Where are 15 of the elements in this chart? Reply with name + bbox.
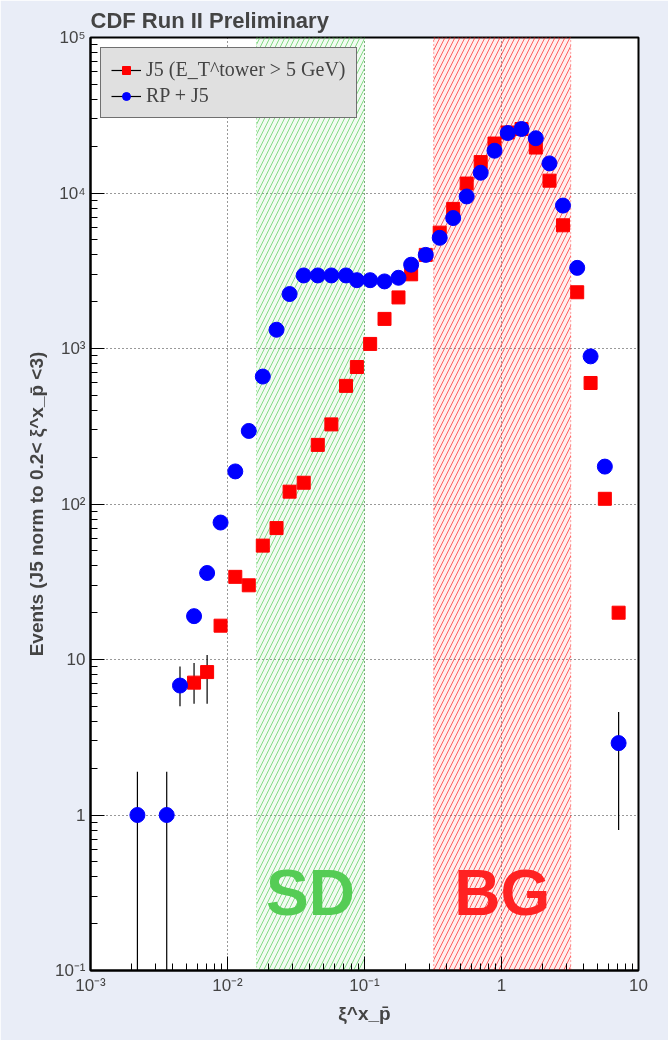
- y-tick-label: 10²: [60, 494, 86, 514]
- legend-label: RP + J5: [146, 84, 209, 107]
- x-axis-title: ξ^x_p̄: [338, 1002, 391, 1025]
- x-tick-label: 10: [629, 975, 648, 995]
- y-tick-label: 10: [66, 650, 86, 669]
- y-tick-label: 10⁴: [59, 183, 86, 203]
- x-tick-label: 1: [496, 975, 507, 995]
- y-tick-label: 10⁵: [59, 28, 86, 47]
- legend-label: J5 (E_T^tower > 5 GeV): [146, 58, 346, 81]
- y-axis-title: Events (J5 norm to 0.2< ξ^x_p̄ <3): [25, 351, 48, 657]
- x-tick-label: 10⁻²: [212, 975, 244, 995]
- y-tick-label: 10³: [60, 339, 86, 358]
- x-tick-label: 10⁻¹: [349, 975, 381, 995]
- y-tick-label: 1: [76, 805, 86, 825]
- chart-title: CDF Run II Preliminary: [90, 7, 330, 33]
